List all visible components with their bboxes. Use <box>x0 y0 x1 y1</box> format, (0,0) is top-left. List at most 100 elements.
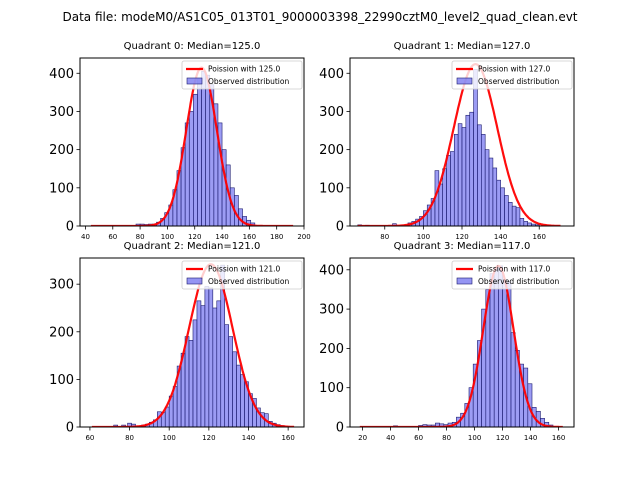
subplot-quadrant-0: Quadrant 0: Median=125.0 0 100 200 300 400 40 6… <box>49 41 311 241</box>
histogram-bar <box>473 69 478 226</box>
xtick-label: 160 <box>552 434 565 442</box>
histogram-bar <box>172 386 178 427</box>
subplot-quadrant-1: Quadrant 1: Median=127.0 0 100 200 300 400 80 1… <box>319 41 575 241</box>
histogram-bar <box>197 78 202 226</box>
ytick-label: 200 <box>319 143 344 158</box>
xtick-label: 60 <box>414 434 423 442</box>
legend: Poission with 121.0 Observed distribution <box>181 260 303 290</box>
xtick-label: 80 <box>136 233 145 241</box>
xtick-label: 100 <box>468 434 481 442</box>
histogram-bar <box>502 279 508 427</box>
histogram-bar <box>523 221 528 226</box>
legend-box <box>451 260 573 290</box>
histogram-bar <box>188 340 194 427</box>
histogram-bar <box>519 218 525 226</box>
suptitle: Data file: modeM0/AS1C05_013T01_90000033… <box>62 10 577 24</box>
ytick-label: 300 <box>319 303 344 318</box>
legend-label-observed: Observed distribution <box>478 77 559 86</box>
xtick-label: 100 <box>163 434 176 442</box>
histogram-bar <box>515 207 521 226</box>
histogram-bar <box>196 300 202 427</box>
legend-box <box>181 60 303 90</box>
histogram-bar <box>453 134 459 226</box>
xtick-label: 120 <box>455 233 468 241</box>
histogram-bar <box>164 406 170 427</box>
axes-frame <box>79 257 305 428</box>
histogram-bar <box>188 111 194 226</box>
histogram-bar <box>488 157 494 226</box>
ytick-label: 100 <box>49 181 74 196</box>
xtick-label: 140 <box>494 233 507 241</box>
ytick-label: 100 <box>319 381 344 396</box>
legend: Poission with 127.0 Observed distribution <box>451 60 573 90</box>
legend-label-observed: Observed distribution <box>208 277 289 286</box>
legend-label-poisson: Poission with 117.0 <box>478 265 551 274</box>
legend-label-poisson: Poission with 125.0 <box>208 65 281 74</box>
subplot-title: Quadrant 1: Median=127.0 <box>394 41 531 52</box>
histogram-bar <box>232 351 237 427</box>
plot-area <box>359 264 563 427</box>
ytick-label: 100 <box>49 373 74 388</box>
xtick-label: 100 <box>417 233 430 241</box>
histogram-bar <box>508 202 513 226</box>
legend-bar-swatch <box>186 77 203 85</box>
ytick-label: 0 <box>336 421 344 436</box>
ytick-label: 200 <box>319 342 344 357</box>
plot-area <box>90 66 294 226</box>
histogram-bar <box>489 273 495 427</box>
axes-frame <box>79 57 305 227</box>
histogram-bar <box>438 183 443 226</box>
xtick-label: 120 <box>496 434 509 442</box>
xtick-label: 180 <box>270 233 283 241</box>
histogram-bar <box>216 300 222 427</box>
xtick-label: 80 <box>442 434 451 442</box>
histogram-bar <box>208 287 214 427</box>
histogram-bar <box>446 155 451 226</box>
histogram-bar <box>504 195 509 226</box>
xtick-label: 80 <box>125 434 134 442</box>
subplot-title: Quadrant 2: Median=121.0 <box>124 241 261 252</box>
xtick-label: 100 <box>161 233 174 241</box>
subplot-quadrant-2: Quadrant 2: Median=121.0 0 100 200 300 60 80 10… <box>49 241 305 442</box>
ytick-label: 0 <box>66 220 74 235</box>
histogram-bar <box>205 74 211 226</box>
histogram-bar <box>510 332 516 427</box>
legend-label-observed: Observed distribution <box>478 277 559 286</box>
histogram-bar <box>192 319 198 427</box>
subplot-title: Quadrant 0: Median=125.0 <box>124 41 261 52</box>
histogram-bar <box>481 134 486 226</box>
ytick-label: 300 <box>49 278 74 293</box>
subplot-title: Quadrant 3: Median=117.0 <box>394 241 531 252</box>
ytick-label: 0 <box>336 220 344 235</box>
xtick-label: 20 <box>358 434 367 442</box>
histogram-bar <box>498 265 503 427</box>
histogram-bar <box>204 286 210 427</box>
histogram-bar <box>500 187 505 226</box>
histogram-bar <box>224 324 229 427</box>
xtick-label: 40 <box>81 233 90 241</box>
xtick-label: 80 <box>380 233 389 241</box>
histogram-bar <box>492 167 498 226</box>
xtick-label: 160 <box>243 233 256 241</box>
histogram-bar <box>442 168 447 226</box>
histogram-bar <box>236 364 241 427</box>
xtick-label: 120 <box>188 233 201 241</box>
histogram-bar <box>461 127 467 226</box>
xtick-label: 40 <box>386 434 395 442</box>
legend-bar-swatch <box>456 77 473 85</box>
histogram-bar <box>511 205 517 226</box>
histogram-bar <box>484 149 490 226</box>
xtick-label: 140 <box>242 434 255 442</box>
axes-frame <box>349 257 575 428</box>
legend: Poission with 125.0 Observed distribution <box>181 60 303 90</box>
ytick-label: 200 <box>49 325 74 340</box>
histogram-bar <box>465 114 471 226</box>
legend-box <box>451 60 573 90</box>
subplot-quadrant-3: Quadrant 3: Median=117.0 0 100 200 300 400 20 4… <box>319 241 575 442</box>
legend-bar-swatch <box>186 277 203 285</box>
legend-box <box>181 260 303 290</box>
ytick-label: 200 <box>49 143 74 158</box>
ytick-label: 300 <box>319 105 344 120</box>
legend: Poission with 117.0 Observed distribution <box>451 260 573 290</box>
